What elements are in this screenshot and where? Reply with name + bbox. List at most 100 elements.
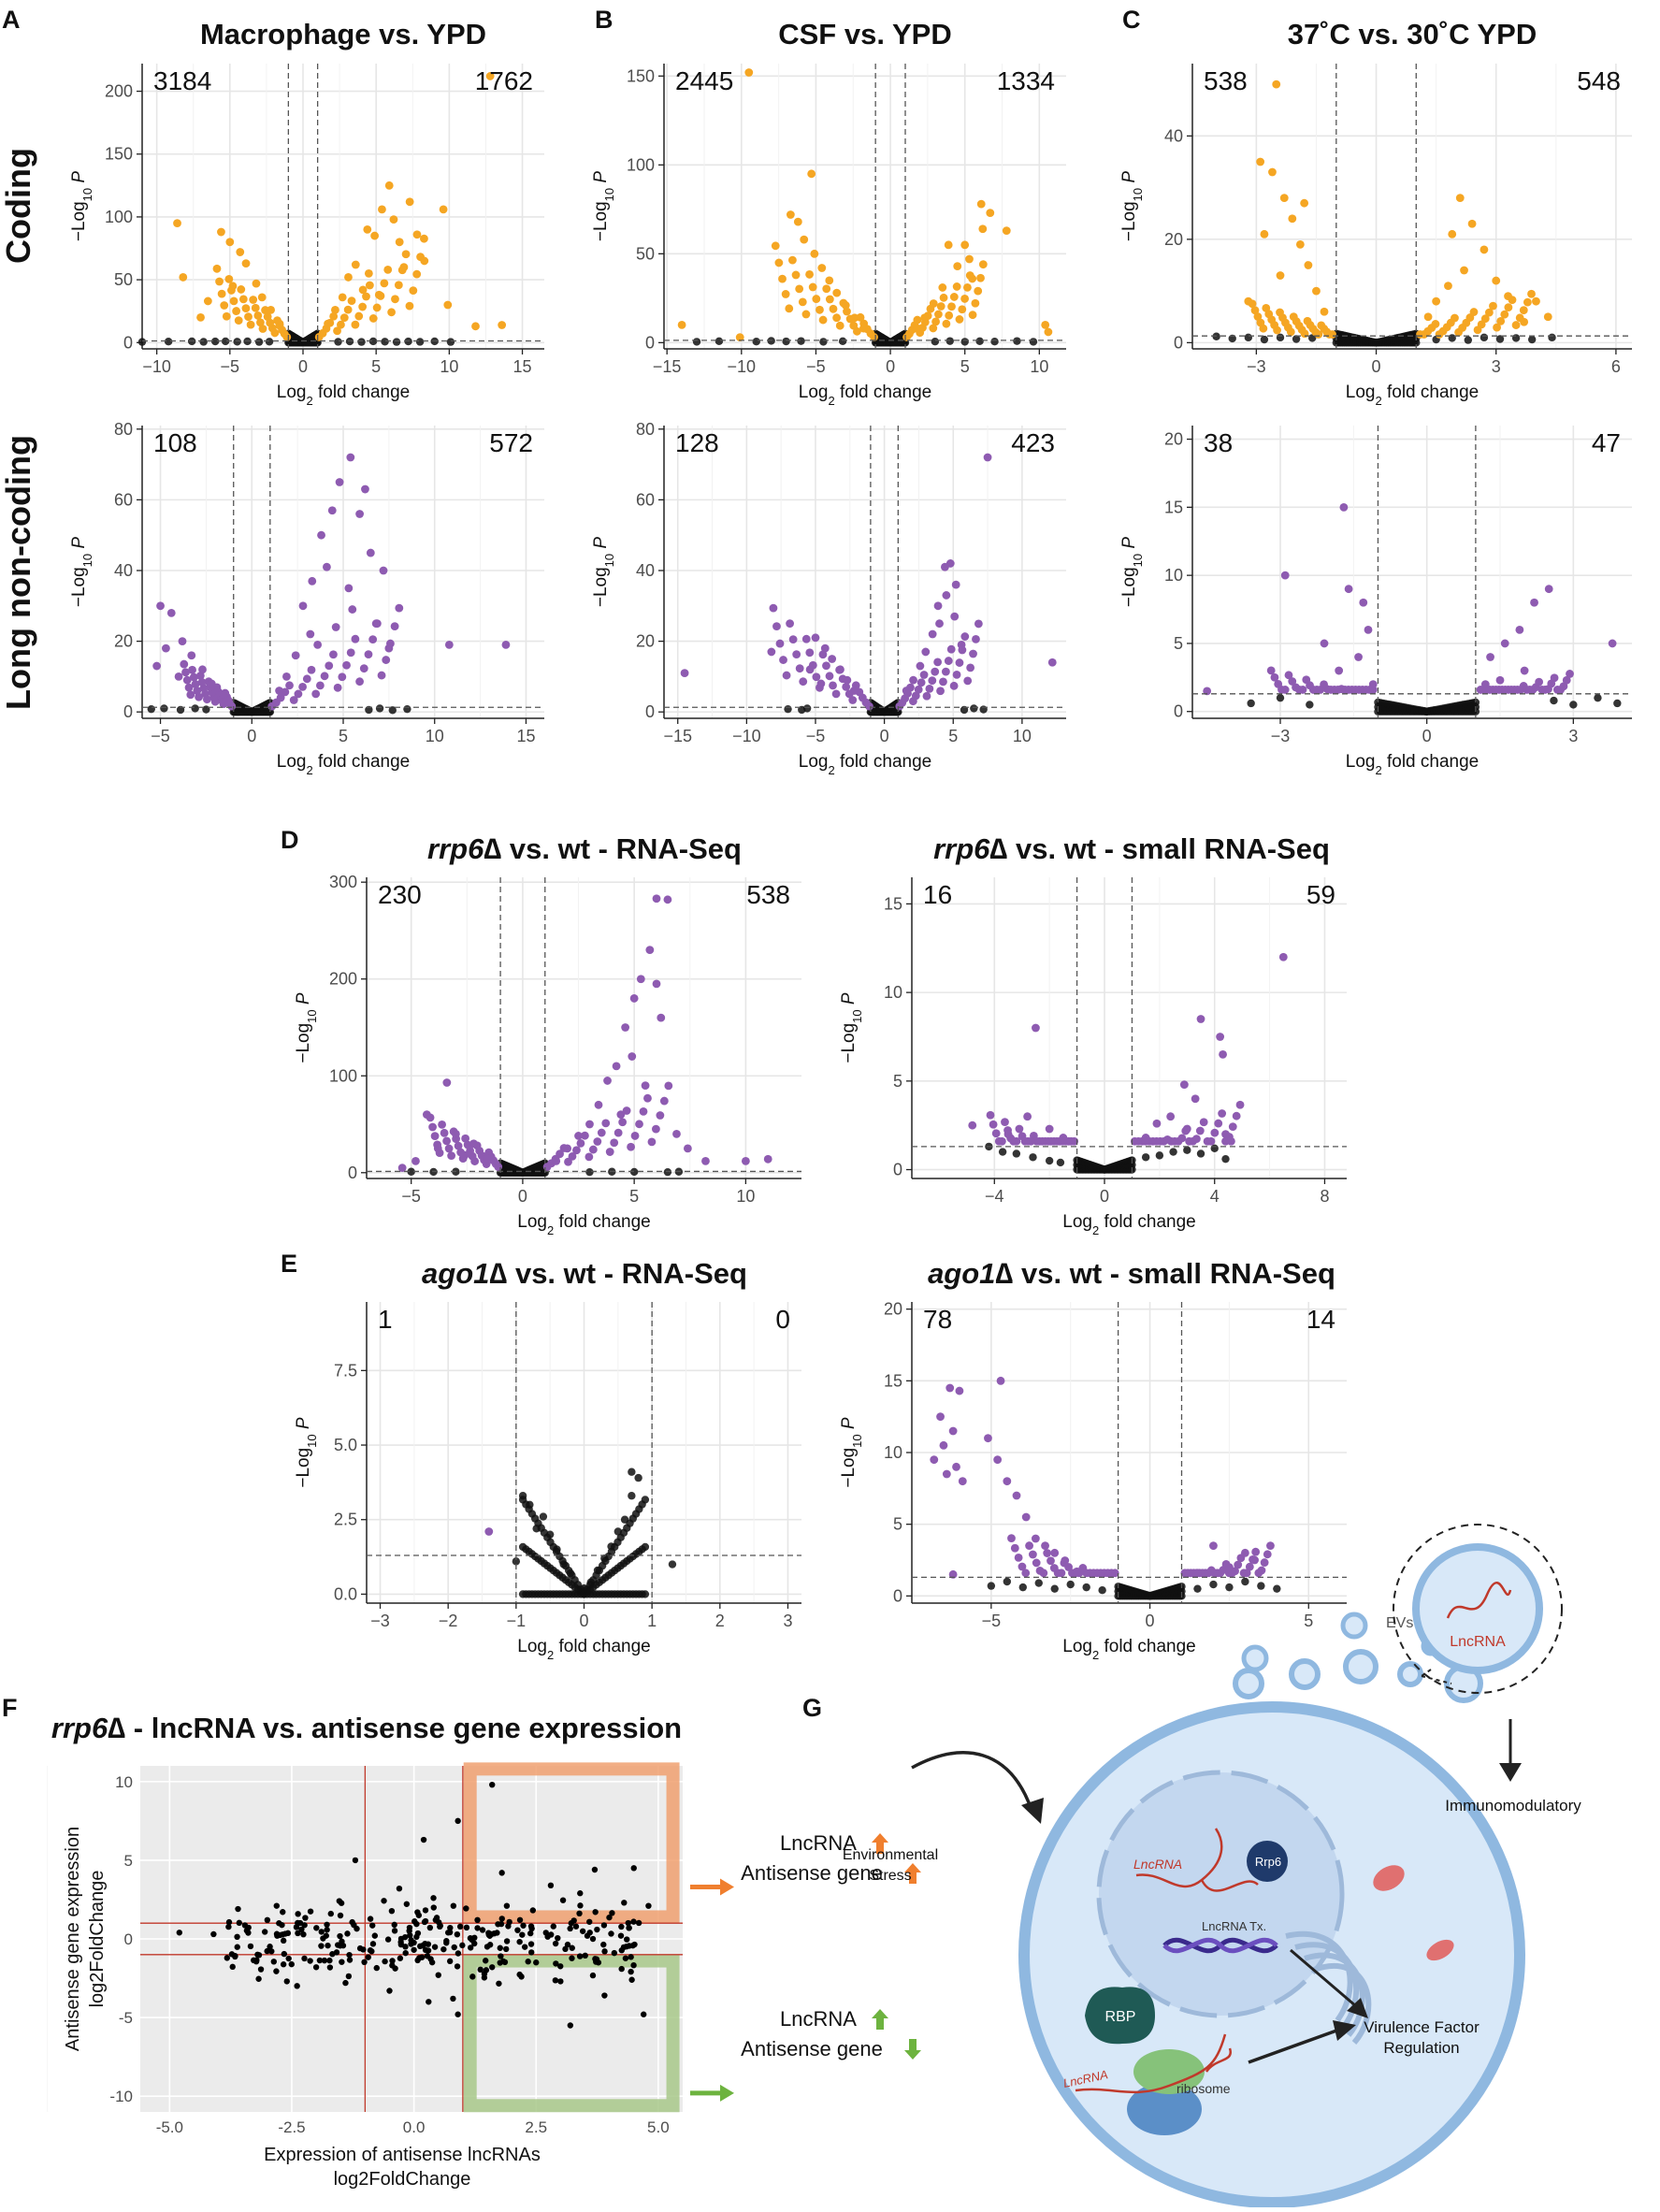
label-env-1: Environmental	[843, 1847, 938, 1863]
scatter-point	[542, 1930, 549, 1936]
scatter-point	[382, 1958, 388, 1965]
x-tick-label: −5	[982, 1612, 1002, 1630]
scatter-point	[391, 1921, 397, 1929]
sig-point	[306, 629, 315, 639]
panel-letter-E: E	[281, 1250, 297, 1278]
sig-point	[1302, 675, 1311, 685]
zoom-circle	[1393, 1524, 1563, 1694]
ns-point	[1098, 1586, 1106, 1595]
mitochondrion	[1426, 1939, 1454, 1961]
sig-point	[412, 269, 422, 279]
scatter-point	[570, 1917, 577, 1924]
sig-point	[1364, 625, 1373, 634]
sig-point	[963, 282, 972, 292]
title-D1: rrp6∆ vs. wt - RNA-Seq	[427, 832, 742, 865]
sig-point	[331, 623, 340, 631]
ns-point	[1527, 335, 1537, 344]
sig-point	[207, 679, 216, 688]
dna-strand-2	[1162, 1937, 1278, 1954]
ns-point	[202, 705, 210, 714]
row-label-lnc: Long non-coding	[0, 435, 37, 710]
cell-schematic: EVs LncRNA Immunomodulatory Environmental St…	[843, 1524, 1581, 2208]
sig-point	[339, 313, 349, 323]
arrow-virulence-1-head	[1347, 1998, 1368, 2018]
scatter-point	[225, 1918, 233, 1926]
sig-point	[1303, 316, 1312, 325]
y-axis-label: −Log10 P	[1119, 171, 1145, 242]
x-axis-label: Log2 fold change	[799, 383, 931, 408]
y-tick-label: 300	[329, 873, 357, 891]
sig-point	[850, 313, 859, 323]
sig-point	[1049, 1564, 1059, 1572]
scatter-point	[601, 1992, 608, 1999]
count-down: 16	[923, 880, 952, 909]
y-axis-label: −Log10 P	[839, 1417, 864, 1488]
scatter-point	[283, 1978, 290, 1985]
sig-point	[343, 305, 353, 314]
sig-point	[914, 685, 923, 694]
ns-point	[1613, 699, 1622, 708]
sig-point	[958, 305, 967, 314]
ns-point	[960, 338, 969, 346]
sig-point	[1431, 320, 1440, 328]
ns-point	[1548, 333, 1556, 342]
count-up: 538	[746, 880, 790, 909]
ns-point	[1029, 338, 1038, 346]
ns-point	[210, 337, 220, 346]
x-axis-label: Log2 fold change	[1346, 383, 1479, 408]
sig-point	[460, 1150, 469, 1160]
sig-point	[812, 295, 821, 303]
count-down: 1	[378, 1305, 393, 1334]
sig-point	[342, 660, 351, 670]
ns-cloud	[1374, 698, 1480, 716]
label-env-2: Stress	[869, 1868, 911, 1884]
scatter-point	[414, 1957, 421, 1964]
y-tick-label: 0.0	[334, 1584, 357, 1603]
sig-point	[986, 1110, 995, 1120]
sig-point	[630, 1132, 640, 1140]
sig-point	[1002, 226, 1011, 236]
sig-point	[1566, 670, 1574, 678]
sig-point	[344, 584, 354, 593]
scatter-point	[425, 1947, 432, 1954]
scatter-point	[557, 1963, 564, 1970]
scatter-point	[431, 1944, 439, 1950]
y-axis-label: −Log10 P	[591, 171, 616, 242]
x-tick-label: −10	[728, 357, 757, 376]
sig-point	[771, 241, 780, 251]
scatter-point	[273, 1902, 280, 1909]
ns-point	[990, 338, 999, 346]
scatter-point	[471, 1934, 478, 1942]
arrow-virulence-2	[1248, 2028, 1340, 2064]
ns-point	[392, 338, 401, 346]
sig-point	[656, 1111, 665, 1120]
sig-point	[1432, 296, 1441, 306]
ns-point	[539, 1512, 548, 1521]
ns-point	[375, 704, 384, 713]
ns-point	[1034, 1579, 1043, 1587]
ev-bud	[1397, 1661, 1423, 1687]
ns-point	[586, 1578, 595, 1586]
y-tick-label: 60	[636, 490, 655, 509]
sig-point	[344, 273, 353, 282]
sig-point	[258, 325, 267, 333]
ns-point	[819, 338, 828, 346]
sig-point	[971, 298, 980, 308]
scatter-point	[628, 1954, 634, 1960]
upregulated-box	[463, 1762, 680, 1924]
scatter-point	[279, 1921, 285, 1929]
sig-point	[1257, 1566, 1266, 1575]
sig-point	[645, 946, 655, 955]
sig-point	[469, 1139, 478, 1149]
count-down: 128	[675, 428, 719, 457]
x-tick-label: 10	[1013, 727, 1032, 745]
sig-point	[1007, 1534, 1016, 1543]
scatter-point	[529, 1907, 537, 1914]
sig-point	[953, 262, 962, 271]
scatter-point	[486, 1942, 494, 1948]
scatter-point	[626, 1925, 632, 1931]
sig-point	[945, 1383, 955, 1393]
scatter-point	[402, 1933, 409, 1941]
